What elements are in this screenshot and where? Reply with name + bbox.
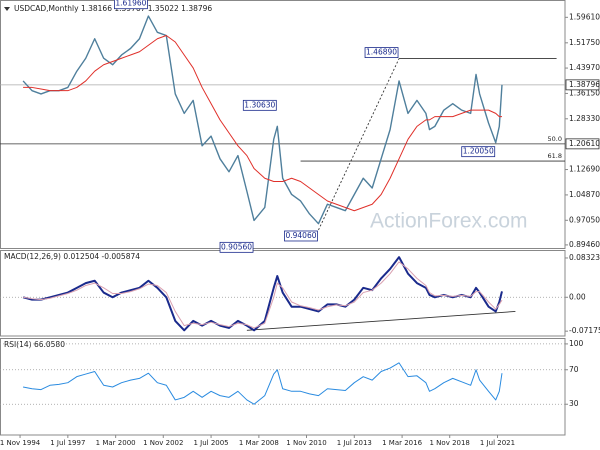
series-line xyxy=(23,261,503,329)
y-tick-label: 100 xyxy=(569,339,584,348)
x-tick-label: 1 Nov 2018 xyxy=(430,439,470,447)
rsi-panel xyxy=(0,338,566,436)
annotation-label: 1.30630 xyxy=(244,100,275,109)
x-tick-label: 1 Mar 2008 xyxy=(239,439,279,447)
macd-panel xyxy=(0,250,566,337)
chart-title: USDCAD,Monthly 1.38166 1.39767 1.35022 1… xyxy=(14,4,212,13)
annotation-box xyxy=(364,47,399,58)
series-line xyxy=(22,256,503,332)
y-tick-label: 1.51750 xyxy=(569,38,600,47)
price-label-box xyxy=(565,79,600,91)
annotation-box xyxy=(242,99,277,111)
price-label: 1.20610 xyxy=(569,139,600,148)
menu-icon xyxy=(4,7,10,11)
price-label: 1.38796 xyxy=(569,80,600,89)
annotation-label: 0.94060 xyxy=(285,231,316,240)
y-tick-label: 30 xyxy=(569,399,579,408)
y-tick-label: 0.00 xyxy=(569,292,586,301)
series-line xyxy=(23,35,502,212)
annotation-box xyxy=(114,0,148,10)
fib-level-label: 50.0 xyxy=(548,135,562,143)
macd-title: MACD(12,26,9) 0.012504 -0.005874 xyxy=(4,252,140,261)
watermark: ActionForex.com xyxy=(370,210,528,233)
x-tick-label: 1 Jul 2005 xyxy=(193,439,228,447)
annotation-label: 1.61960 xyxy=(115,0,146,8)
y-tick-label: 0.89460 xyxy=(569,240,600,249)
y-tick-label: 0.97050 xyxy=(569,215,600,224)
y-tick-label: 1.36150 xyxy=(569,88,600,97)
series-line xyxy=(22,362,503,405)
y-tick-label: 1.04870 xyxy=(569,190,600,199)
price-label-box xyxy=(565,138,600,150)
annotation-label: 0.90560 xyxy=(221,242,252,251)
y-tick-label: 1.28330 xyxy=(569,114,600,123)
y-tick-label: 0.083235 xyxy=(569,253,600,262)
rsi-title: RSI(14) 66.0580 xyxy=(4,340,65,349)
price-panel xyxy=(0,0,566,249)
y-tick-label: 1.59610 xyxy=(569,12,600,21)
trend-line xyxy=(246,310,516,331)
annotation-label: 1.20050 xyxy=(463,147,494,156)
y-tick-label: -0.071752 xyxy=(569,326,600,335)
annotation-box xyxy=(461,146,496,158)
x-tick-label: 1 Nov 2002 xyxy=(143,439,183,447)
x-tick-label: 1 Nov 1994 xyxy=(0,439,41,447)
x-tick-label: 1 Nov 2010 xyxy=(286,439,326,447)
fib-level-label: 61.8 xyxy=(548,152,562,160)
y-tick-label: 70 xyxy=(569,365,579,374)
x-tick-label: 1 Jul 2013 xyxy=(337,439,372,447)
y-tick-label: 1.12690 xyxy=(569,165,600,174)
y-tick-label: 1.43970 xyxy=(569,63,600,72)
x-tick-label: 1 Jul 1997 xyxy=(50,439,85,447)
annotation-label: 1.46890 xyxy=(366,48,397,57)
x-tick-label: 1 Jul 2021 xyxy=(480,439,515,447)
x-tick-label: 1 Mar 2016 xyxy=(382,439,422,447)
x-tick-label: 1 Mar 2000 xyxy=(96,439,136,447)
trend-line xyxy=(318,58,400,231)
annotation-box xyxy=(284,230,318,242)
annotation-box xyxy=(219,241,254,253)
